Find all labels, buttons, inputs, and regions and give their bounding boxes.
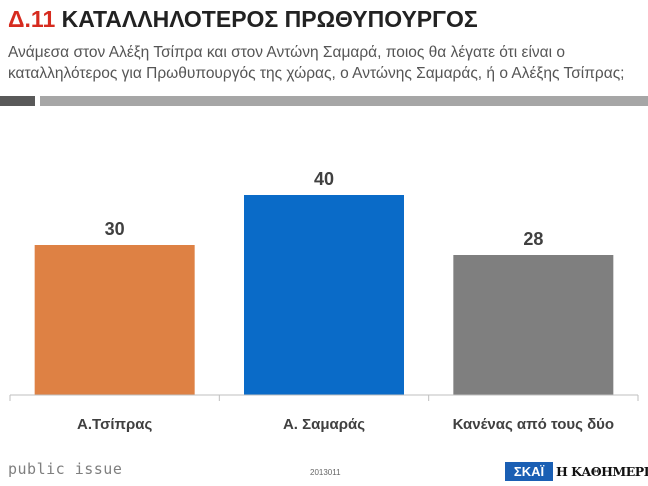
bar [453,255,614,395]
header-divider-dark [0,96,35,106]
category-label: Κανένας από τους δύο [453,416,615,433]
value-labels-group: 30 40 28 [105,169,544,249]
page-title: Δ.11 ΚΑΤΑΛΛΗΛΟΤΕΡΟΣ ΠΡΩΘΥΠΟΥΡΓΟΣ [8,6,478,33]
bar-value-label: 40 [314,169,334,189]
question-title: ΚΑΤΑΛΛΗΛΟΤΕΡΟΣ ΠΡΩΘΥΠΟΥΡΓΟΣ [61,6,478,32]
bar-value-label: 30 [105,219,125,239]
header-divider-light [40,96,648,106]
question-code: Δ.11 [8,6,56,32]
skai-logo: ΣΚΑΪ [505,462,553,481]
question-text: Ανάμεσα στον Αλέξη Τσίπρα και στον Αντών… [8,44,625,82]
public-issue-logo: public issue [8,460,123,478]
category-label: Α. Σαμαράς [283,416,365,433]
x-axis-ticks [9,395,639,401]
survey-code: 2013011 [310,468,341,477]
bar-value-label: 28 [523,229,543,249]
kathimerini-logo: Η ΚΑΘΗΜΕΡΙΝΗ [556,464,648,479]
bar [34,245,195,395]
bar [244,195,404,395]
bar-chart: 30 40 28 Α.Τσίπρας Α. Σαμαράς Κανένας από το… [9,169,639,433]
category-labels-group: Α.Τσίπρας Α. Σαμαράς Κανένας από τους δύο [77,416,614,433]
bars-group [34,195,614,395]
category-label: Α.Τσίπρας [77,416,152,433]
